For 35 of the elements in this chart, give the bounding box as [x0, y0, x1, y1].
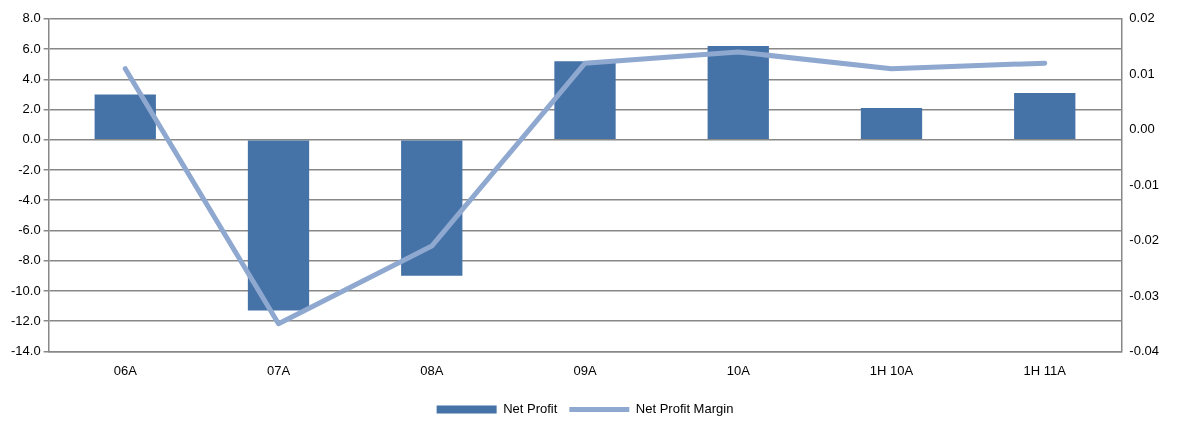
- x-tick-label: 07A: [266, 362, 291, 378]
- y-tick-label: -14.0: [10, 342, 41, 358]
- y2-tick-label: 0.01: [1129, 65, 1155, 81]
- x-tick-label: 10A: [726, 362, 751, 378]
- y-tick-label: -4.0: [18, 191, 41, 207]
- y-tick-label: -8.0: [18, 252, 41, 268]
- bar: [1014, 92, 1076, 139]
- y2-tick-label: 0.00: [1129, 121, 1155, 137]
- y-tick-label: 6.0: [22, 40, 41, 56]
- y-tick-label: 8.0: [22, 10, 41, 26]
- bar: [860, 108, 923, 139]
- x-tick-label: 08A: [420, 362, 444, 378]
- y-tick-label: 0.0: [22, 131, 41, 147]
- x-tick-label: 1H 11A: [1023, 362, 1067, 378]
- y2-tick-label: -0.01: [1129, 176, 1160, 192]
- y-tick-label: -12.0: [10, 312, 41, 328]
- y2-tick-label: -0.02: [1129, 232, 1160, 248]
- legend-label: Net Profit: [503, 401, 558, 417]
- y-tick-label: 2.0: [22, 101, 41, 117]
- y2-tick-label: -0.03: [1129, 287, 1160, 303]
- y-tick-label: 4.0: [22, 70, 41, 86]
- y2-tick-label: 0.02: [1129, 10, 1155, 26]
- bar: [94, 94, 156, 139]
- x-tick-label: 1H 10A: [869, 362, 914, 378]
- bar: [401, 140, 463, 276]
- x-tick-label: 09A: [573, 362, 597, 378]
- bar: [247, 140, 310, 311]
- legend-label: Net Profit Margin: [635, 401, 734, 417]
- bar: [554, 61, 616, 139]
- x-tick-label: 06A: [113, 362, 138, 378]
- y-tick-label: -10.0: [10, 282, 41, 298]
- y-tick-label: -2.0: [18, 161, 41, 177]
- bar: [707, 46, 769, 139]
- y2-tick-label: -0.04: [1129, 342, 1160, 358]
- y-tick-label: -6.0: [18, 222, 41, 238]
